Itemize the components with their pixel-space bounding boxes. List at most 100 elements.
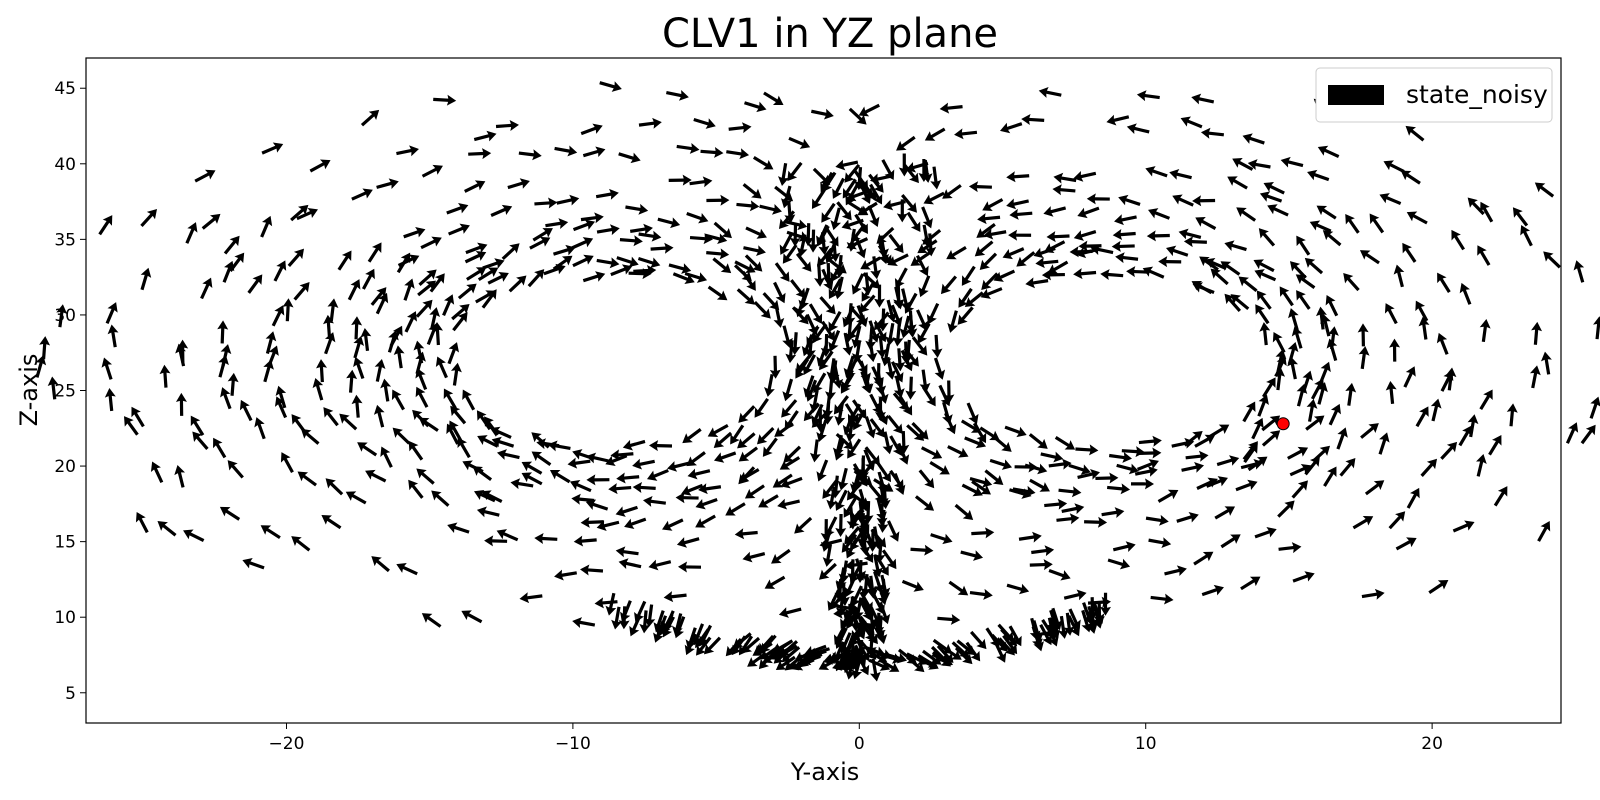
quiver-arrow — [465, 242, 488, 255]
quiver-arrow — [892, 392, 909, 412]
quiver-arrow — [1279, 286, 1294, 307]
quiver-arrow — [1028, 433, 1048, 449]
quiver-arrow — [1251, 417, 1264, 440]
quiver-arrow — [858, 488, 870, 512]
quiver-arrow — [676, 537, 700, 548]
quiver-arrow — [367, 242, 382, 263]
quiver-arrow — [477, 267, 499, 282]
quiver-arrow — [966, 402, 979, 425]
quiver-arrow — [685, 627, 697, 650]
quiver-arrow — [881, 159, 895, 181]
quiver-arrow — [1537, 521, 1551, 542]
quiver-arrow — [769, 355, 781, 379]
quiver-arrow — [1238, 276, 1258, 292]
quiver-arrow — [947, 310, 958, 333]
quiver-arrow — [742, 183, 762, 199]
quiver-arrow — [737, 432, 756, 449]
quiver-arrow — [820, 333, 832, 357]
quiver-arrow — [629, 223, 653, 235]
quiver-arrow — [1200, 127, 1225, 139]
quiver-arrow — [1016, 251, 1036, 267]
quiver-arrow — [47, 376, 59, 400]
quiver-arrow — [826, 486, 838, 510]
quiver-arrow — [531, 451, 552, 467]
quiver-arrow — [175, 343, 186, 367]
quiver-arrow — [783, 445, 802, 463]
quiver-arrow — [227, 460, 244, 479]
quiver-arrow — [794, 516, 813, 534]
quiver-arrow — [775, 655, 796, 671]
quiver-arrow — [360, 327, 372, 352]
quiver-arrow — [859, 294, 876, 313]
quiver-arrow — [937, 613, 961, 625]
quiver-arrow — [795, 252, 812, 272]
quiver-arrow — [586, 452, 609, 464]
quiver-arrow — [695, 498, 718, 510]
quiver-arrow — [859, 542, 874, 563]
quiver-arrow — [481, 289, 497, 309]
quiver-arrow — [1230, 294, 1250, 311]
quiver-arrow — [819, 350, 834, 371]
quiver-arrow — [1164, 565, 1187, 577]
quiver-arrow — [403, 227, 426, 239]
quiver-arrow — [263, 359, 274, 383]
quiver-arrow — [376, 178, 399, 190]
quiver-arrow — [1021, 114, 1045, 126]
quiver-arrow — [833, 276, 845, 300]
quiver-arrow — [1467, 414, 1479, 438]
quiver-arrow — [1317, 145, 1340, 159]
quiver-arrow — [1178, 228, 1202, 240]
quiver-arrow — [521, 461, 543, 475]
quiver-arrow — [1440, 370, 1454, 392]
quiver-arrow — [734, 528, 758, 540]
quiver-arrow — [1534, 182, 1555, 198]
quiver-arrow — [974, 240, 994, 257]
quiver-arrow — [325, 478, 344, 496]
quiver-arrow — [1063, 612, 1075, 636]
quiver-arrow — [495, 120, 519, 131]
quiver-arrow — [930, 533, 953, 545]
quiver-arrow — [825, 377, 837, 401]
quiver-arrow — [772, 473, 793, 488]
quiver-arrow — [925, 233, 937, 257]
quiver-arrow — [580, 212, 604, 224]
quiver-arrow — [157, 520, 177, 537]
quiver-arrow — [1291, 326, 1303, 349]
quiver-arrow — [507, 178, 530, 190]
quiver-arrow — [828, 360, 840, 384]
quiver-arrow — [822, 543, 834, 567]
quiver-arrow — [1512, 207, 1529, 227]
quiver-arrow — [681, 483, 704, 496]
quiver-arrow — [1345, 213, 1360, 234]
quiver-arrow — [896, 199, 908, 223]
quiver-arrow — [1031, 545, 1055, 557]
quiver-arrow — [1325, 295, 1339, 317]
quiver-arrow — [1009, 208, 1033, 220]
quiver-arrow — [1191, 93, 1215, 105]
quiver-arrow — [324, 332, 336, 355]
quiver-arrow — [736, 200, 760, 212]
quiver-arrow — [862, 501, 874, 525]
quiver-arrow — [745, 226, 767, 239]
quiver-arrow — [809, 439, 821, 463]
quiver-arrow — [1004, 425, 1027, 438]
quiver-arrow — [811, 188, 826, 210]
quiver-arrow — [782, 325, 793, 349]
quiver-arrow — [947, 445, 969, 458]
quiver-arrow — [1067, 614, 1080, 637]
quiver-arrow — [1106, 114, 1130, 126]
quiver-arrow — [971, 527, 995, 539]
quiver-arrow — [223, 235, 240, 255]
quiver-arrow — [847, 559, 859, 583]
y-tick-label: 10 — [54, 608, 76, 628]
quiver-arrow — [923, 191, 945, 205]
quiver-arrow — [982, 198, 1004, 211]
quiver-arrow — [1345, 382, 1357, 406]
quiver-arrow — [322, 314, 334, 338]
quiver-arrow — [999, 122, 1023, 134]
x-tick-label: 20 — [1421, 734, 1443, 754]
quiver-arrow — [1111, 240, 1135, 252]
quiver-arrow — [218, 355, 229, 378]
quiver-arrow — [868, 173, 884, 193]
quiver-arrow — [807, 647, 830, 659]
